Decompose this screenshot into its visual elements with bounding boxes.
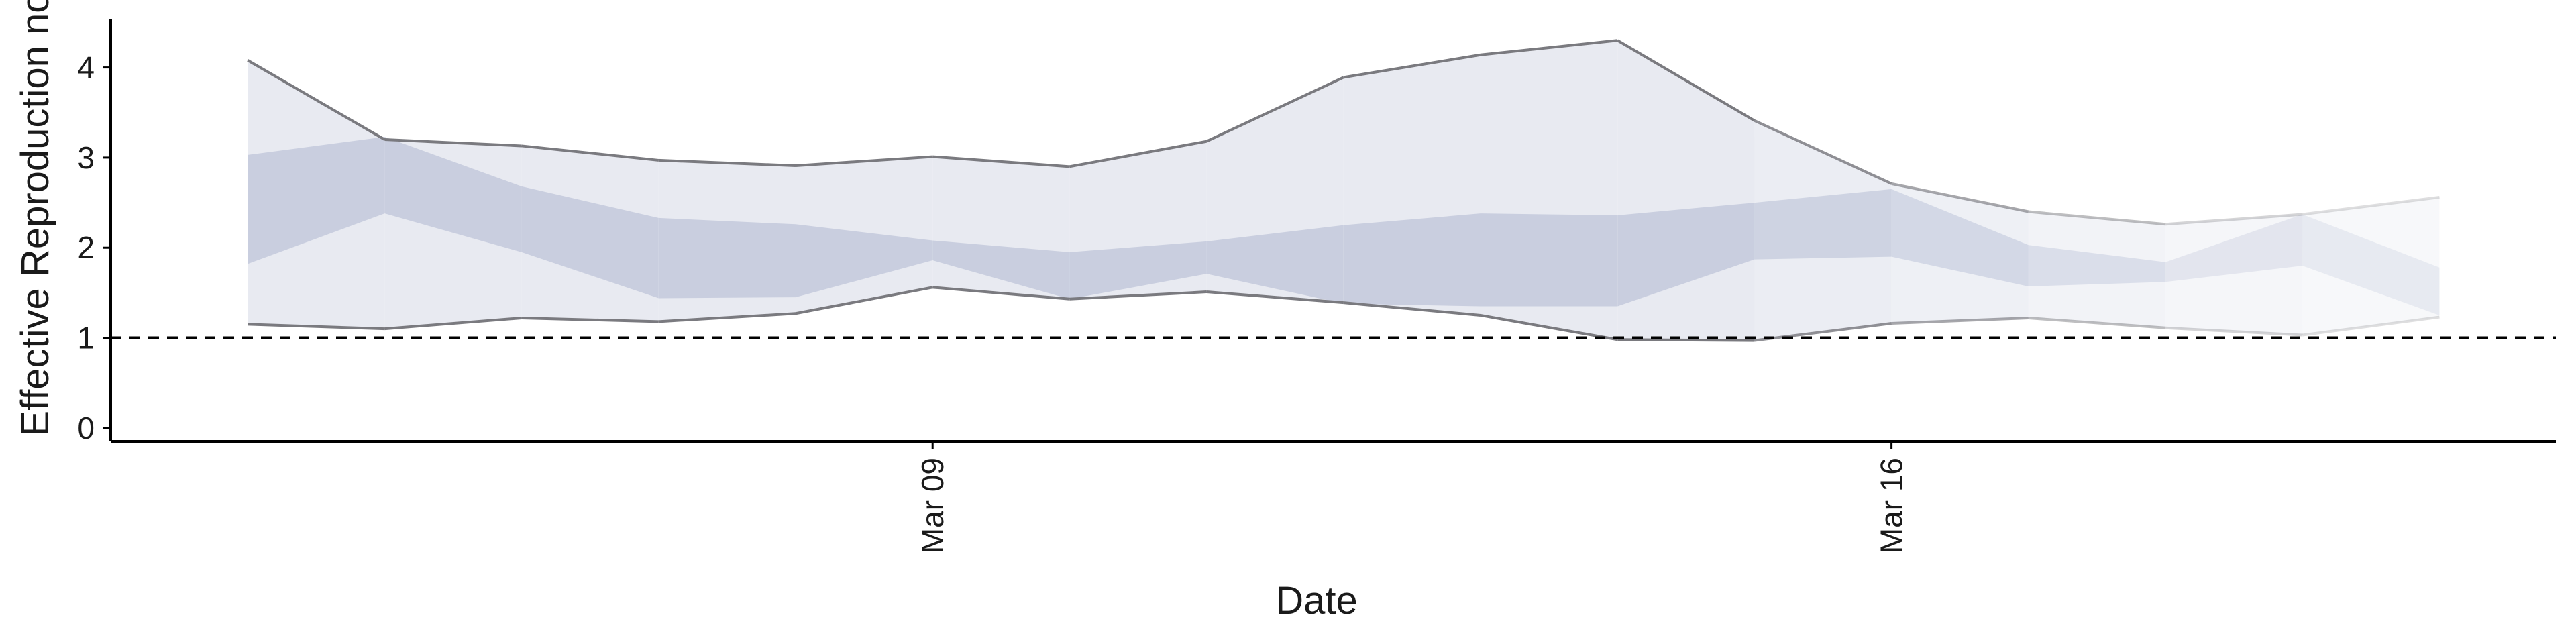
upper-bound-line: [384, 138, 522, 148]
band-95-segment: [2028, 211, 2166, 328]
band-50-segment: [1754, 189, 1892, 260]
band-50-segment: [248, 137, 385, 264]
lower-bound-line: [1754, 322, 1892, 342]
lower-bound-line: [1206, 290, 1344, 305]
lower-bound-line: [795, 286, 933, 315]
band-95-segment: [2165, 214, 2303, 335]
band-95-segment: [2302, 197, 2440, 335]
upper-bound-line: [1069, 140, 1207, 168]
y-axis-title: Effective Reproduction no: [13, 0, 57, 437]
lower-bound-line: [521, 316, 659, 323]
lower-bound-line: [384, 316, 522, 331]
band-50-segment: [2302, 214, 2440, 315]
lower-bound-line: [932, 286, 1070, 301]
upper-bound-line: [1205, 76, 1344, 143]
x-tick-label: Mar 09: [915, 458, 950, 553]
band-50-segment: [2165, 214, 2303, 282]
x-axis-ticks: Mar 09 Mar 16: [915, 441, 1909, 553]
lower-bound-line: [1480, 313, 1618, 341]
band-50-segment: [796, 224, 933, 298]
lower-bound-line: [2302, 315, 2440, 337]
band-50-segment: [1617, 203, 1755, 307]
upper-bound-line: [1891, 182, 2029, 213]
lower-bound-line: [1891, 316, 2029, 325]
y-tick-label: 4: [77, 50, 95, 85]
band-50-segment: [521, 186, 659, 299]
x-axis-title: Date: [1275, 579, 1358, 623]
band-50-segment: [932, 240, 1070, 299]
upper-bound-line: [2165, 213, 2303, 226]
lower-bound-line: [1069, 290, 1207, 301]
upper-bound-line: [1480, 39, 1618, 56]
y-tick-label: 0: [77, 411, 95, 445]
upper-bound-line: [247, 59, 386, 141]
band-50-segment: [1206, 225, 1344, 304]
band-50-segment: [2028, 245, 2166, 286]
upper-bound-line: [932, 155, 1070, 168]
x-tick-label: Mar 16: [1874, 458, 1909, 553]
lower-bound-line: [1343, 301, 1481, 317]
band-50-segment: [1481, 213, 1618, 307]
lower-bound-line: [2165, 326, 2303, 337]
upper-bound-line: [1617, 39, 1756, 122]
credible-interval-edges: [247, 39, 2440, 342]
band-50-segment: [384, 137, 522, 252]
lower-bound-line: [658, 312, 796, 323]
band-50-segment: [1891, 189, 2029, 286]
lower-bound-line: [248, 323, 385, 331]
y-axis-ticks: 0 1 2 3 4: [77, 50, 111, 445]
credible-interval-bands: [248, 40, 2440, 341]
lower-bound-line: [2028, 316, 2166, 329]
band-50-segment: [1343, 213, 1481, 307]
upper-bound-line: [795, 155, 933, 167]
band-50-segment: [1069, 241, 1207, 299]
upper-bound-line: [2302, 196, 2440, 216]
lower-bound-line: [1617, 338, 1755, 342]
y-tick-label: 1: [77, 321, 95, 356]
band-50-segment: [658, 217, 796, 299]
upper-bound-line: [2028, 210, 2166, 226]
y-tick-label: 2: [77, 230, 95, 265]
upper-bound-line: [658, 158, 796, 167]
upper-bound-line: [1754, 119, 1892, 185]
y-tick-label: 3: [77, 140, 95, 175]
upper-bound-line: [521, 144, 659, 162]
upper-bound-line: [1343, 53, 1481, 79]
